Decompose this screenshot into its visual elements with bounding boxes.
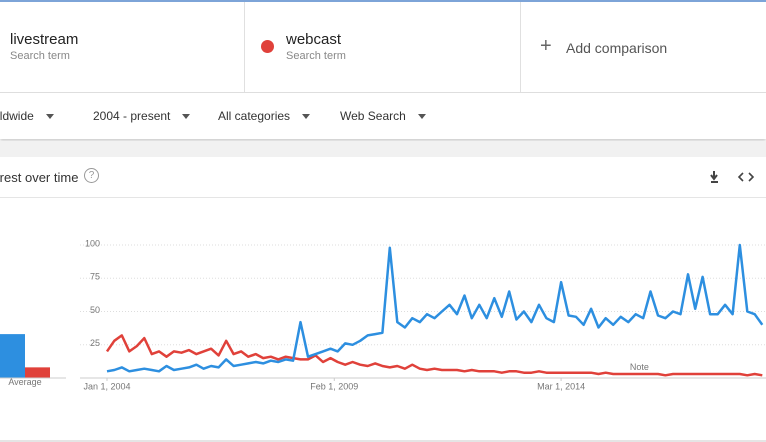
add-comparison-label: Add comparison bbox=[566, 40, 668, 56]
filter-dropdown[interactable]: Web Search bbox=[340, 109, 426, 123]
filter-dropdown[interactable]: 2004 - present bbox=[93, 109, 190, 123]
filter-dropdown[interactable]: Worldwide bbox=[0, 109, 54, 123]
compare-bar: livestream Search term webcast Search te… bbox=[0, 2, 766, 93]
card-icons bbox=[710, 171, 755, 183]
help-icon[interactable]: ? bbox=[84, 168, 99, 183]
bottom-border bbox=[0, 440, 766, 442]
x-tick-label: Jan 1, 2004 bbox=[83, 381, 130, 391]
y-tick-label: 25 bbox=[90, 338, 100, 348]
add-comparison[interactable]: + Add comparison bbox=[521, 2, 766, 92]
series-line bbox=[106, 243, 764, 373]
y-tick-label: 100 bbox=[85, 238, 100, 248]
average-label: Average bbox=[8, 377, 41, 387]
y-tick-label: 75 bbox=[90, 272, 100, 282]
card-title: Interest over time bbox=[0, 170, 79, 185]
average-bar bbox=[25, 367, 50, 378]
term-label: Search term bbox=[286, 50, 346, 62]
series-line bbox=[105, 334, 763, 377]
term-label: Search term bbox=[10, 50, 70, 62]
y-tick-label: 50 bbox=[90, 305, 100, 315]
term-card[interactable]: livestream Search term bbox=[0, 2, 245, 92]
top-border bbox=[0, 0, 766, 2]
term-card[interactable]: webcast Search term bbox=[245, 2, 521, 92]
card-header: Interest over time ? bbox=[0, 157, 766, 198]
filter-dropdown[interactable]: All categories bbox=[218, 109, 310, 123]
filter-bar: Worldwide 2004 - present All categories … bbox=[0, 93, 766, 139]
download-icon[interactable] bbox=[710, 171, 718, 183]
average-bar bbox=[0, 334, 25, 378]
plus-icon: + bbox=[540, 35, 552, 57]
x-tick-label: Mar 1, 2014 bbox=[537, 381, 585, 391]
chart: Average 25 50 75 100 Jan 1, 2004 Feb 1, 2009 M… bbox=[0, 238, 766, 391]
term-color-dot bbox=[261, 40, 274, 53]
x-tick-label: Feb 1, 2009 bbox=[310, 381, 358, 391]
annotation: Note bbox=[630, 362, 649, 372]
embed-icon[interactable] bbox=[737, 172, 755, 182]
gap bbox=[0, 141, 766, 157]
term-name: livestream bbox=[10, 31, 79, 48]
term-name: webcast bbox=[286, 31, 342, 48]
